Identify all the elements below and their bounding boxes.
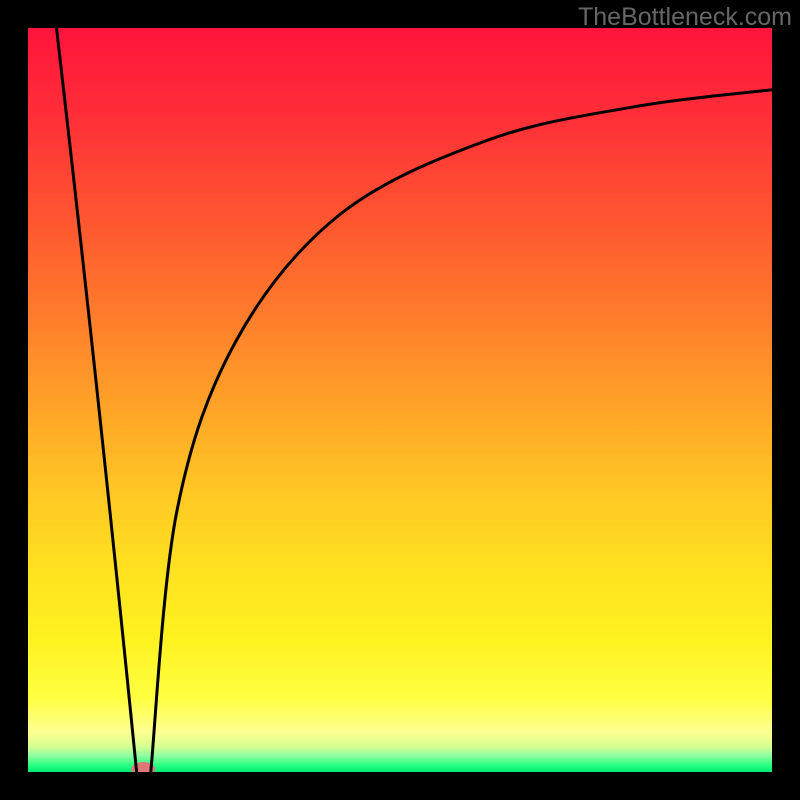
chart-container: TheBottleneck.com <box>0 0 800 800</box>
chart-svg <box>0 0 800 800</box>
gradient-background <box>28 28 772 772</box>
watermark-text: TheBottleneck.com <box>578 3 792 32</box>
